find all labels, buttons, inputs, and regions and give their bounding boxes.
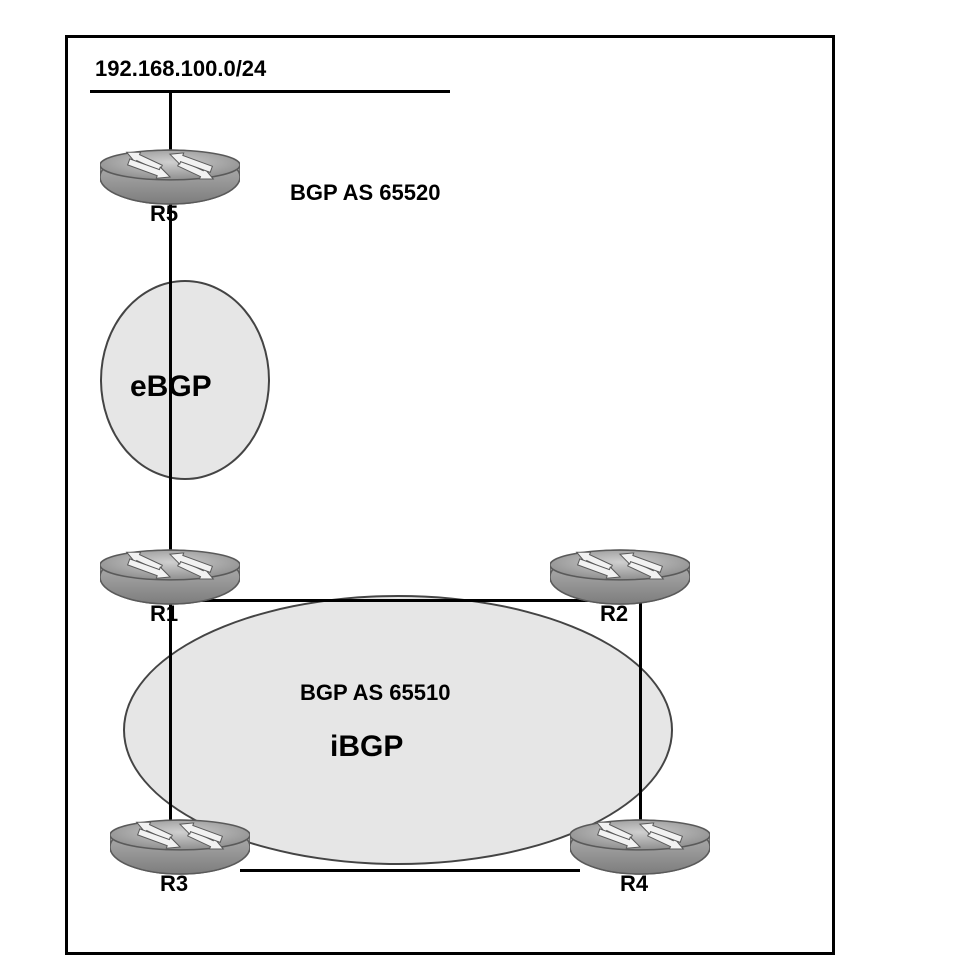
router-label-r4: R4 <box>620 871 648 897</box>
router-label-r5: R5 <box>150 201 178 227</box>
router-label-r1: R1 <box>150 601 178 627</box>
label-ibgp: iBGP <box>330 730 403 764</box>
label-as_top: BGP AS 65520 <box>290 180 440 206</box>
link-R4-R3 <box>240 869 580 872</box>
network-segment-line <box>90 90 450 93</box>
router-label-r2: R2 <box>600 601 628 627</box>
link-R3-R1 <box>169 600 172 830</box>
label-as_bottom: BGP AS 65510 <box>300 680 450 706</box>
link-R2-R4 <box>639 600 642 830</box>
link-R1-R2 <box>200 599 590 602</box>
router-label-r3: R3 <box>160 871 188 897</box>
label-ebgp: eBGP <box>130 370 212 404</box>
label-network_cidr: 192.168.100.0/24 <box>95 56 266 82</box>
